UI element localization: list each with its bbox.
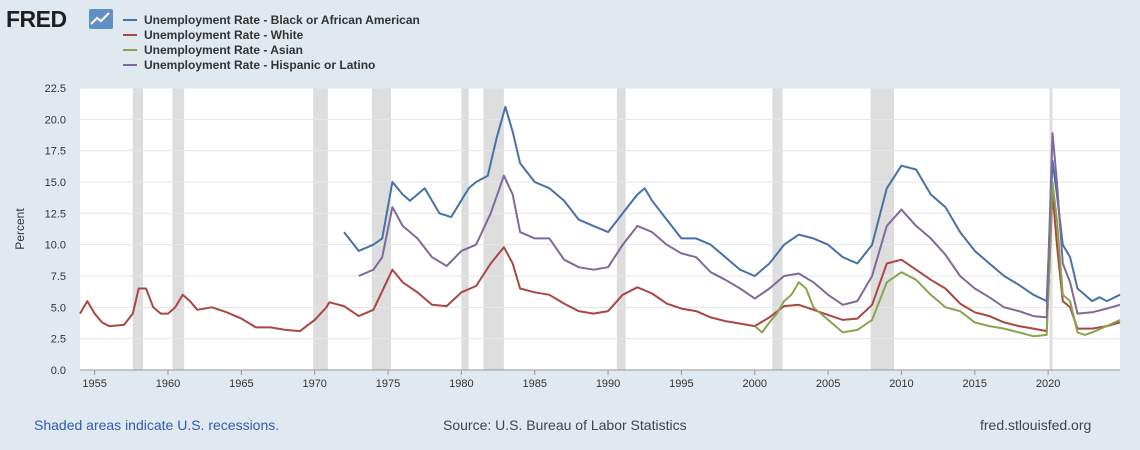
x-tick-label: 1980 bbox=[449, 378, 473, 390]
recession-band-2 bbox=[313, 88, 328, 370]
legend-label-asian: Unemployment Rate - Asian bbox=[144, 42, 303, 57]
legend-label-black: Unemployment Rate - Black or African Ame… bbox=[144, 12, 420, 27]
logo-mark-line bbox=[90, 12, 110, 25]
series-line-black bbox=[343, 105, 1121, 303]
legend-item-white[interactable]: Unemployment Rate - White bbox=[123, 27, 420, 42]
y-axis-label: Percent bbox=[13, 208, 27, 250]
y-tick-label: 17.5 bbox=[45, 146, 66, 158]
x-tick-label: 2005 bbox=[816, 378, 840, 390]
x-tick-label: 1960 bbox=[156, 378, 180, 390]
legend-swatch-hispanic bbox=[123, 63, 137, 66]
x-tick-label: 1970 bbox=[302, 378, 326, 390]
legend-swatch-black bbox=[123, 18, 137, 21]
legend-swatch-asian bbox=[123, 48, 137, 51]
recession-band-4 bbox=[461, 88, 469, 370]
x-tick-label: 1995 bbox=[669, 378, 693, 390]
recession-band-3 bbox=[371, 88, 391, 370]
x-tick-label: 1985 bbox=[522, 378, 546, 390]
legend-item-hispanic[interactable]: Unemployment Rate - Hispanic or Latino bbox=[123, 57, 420, 72]
line-chart-icon bbox=[89, 9, 113, 29]
x-tick-label: 1990 bbox=[596, 378, 620, 390]
legend-label-white: Unemployment Rate - White bbox=[144, 27, 304, 42]
x-tick-label: 2010 bbox=[889, 378, 913, 390]
fred-logo[interactable]: FRED bbox=[6, 6, 67, 32]
source-note: Source: U.S. Bureau of Labor Statistics bbox=[443, 417, 687, 433]
site-link[interactable]: fred.stlouisfed.org bbox=[980, 417, 1092, 433]
y-tick-label: 20.0 bbox=[45, 114, 66, 126]
x-tick-label: 1955 bbox=[82, 378, 106, 390]
x-tick-label: 2000 bbox=[743, 378, 767, 390]
series-line-asian bbox=[754, 181, 1121, 338]
recessions-note: Shaded areas indicate U.S. recessions. bbox=[34, 417, 280, 433]
recession-band-8 bbox=[870, 88, 895, 370]
legend-label-hispanic: Unemployment Rate - Hispanic or Latino bbox=[144, 57, 376, 72]
y-tick-label: 22.5 bbox=[45, 83, 66, 95]
y-tick-label: 0.0 bbox=[51, 365, 66, 377]
y-tick-label: 2.5 bbox=[51, 334, 66, 346]
x-tick-label: 1965 bbox=[229, 378, 253, 390]
y-tick-label: 7.5 bbox=[51, 271, 66, 283]
recession-band-6 bbox=[616, 88, 626, 370]
legend-item-asian[interactable]: Unemployment Rate - Asian bbox=[123, 42, 420, 57]
y-tick-label: 15.0 bbox=[45, 177, 66, 189]
x-tick-label: 2020 bbox=[1036, 378, 1060, 390]
y-tick-label: 5.0 bbox=[51, 302, 66, 314]
y-tick-label: 12.5 bbox=[45, 208, 66, 220]
recession-band-5 bbox=[483, 88, 504, 370]
recession-band-7 bbox=[772, 88, 783, 370]
legend-swatch-white bbox=[123, 33, 137, 36]
recession-band-0 bbox=[132, 88, 144, 370]
legend-item-black[interactable]: Unemployment Rate - Black or African Ame… bbox=[123, 12, 420, 27]
legend: Unemployment Rate - Black or African Ame… bbox=[123, 12, 420, 72]
series-line-white bbox=[79, 191, 1121, 333]
recession-band-1 bbox=[172, 88, 185, 370]
y-tick-label: 10.0 bbox=[45, 240, 66, 252]
x-tick-label: 1975 bbox=[376, 378, 400, 390]
x-tick-label: 2015 bbox=[963, 378, 987, 390]
series-line-hispanic bbox=[358, 132, 1121, 319]
